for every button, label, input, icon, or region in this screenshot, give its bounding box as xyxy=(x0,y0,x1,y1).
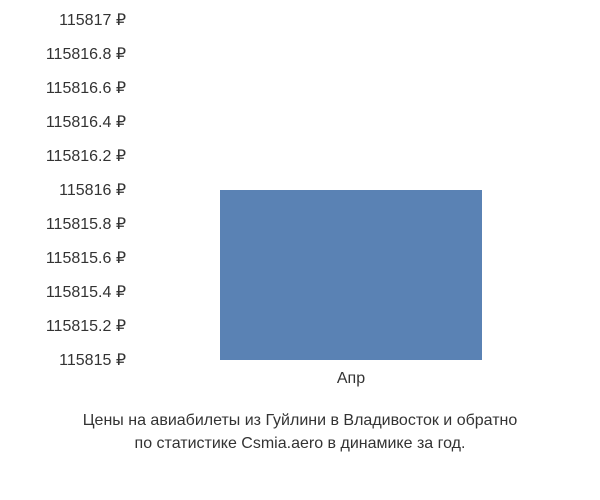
y-tick-label: 115815.2 ₽ xyxy=(46,316,126,336)
caption-line-1: Цены на авиабилеты из Гуйлини в Владивос… xyxy=(0,410,600,432)
y-tick-label: 115817 ₽ xyxy=(59,10,126,30)
chart-caption: Цены на авиабилеты из Гуйлини в Владивос… xyxy=(0,410,600,455)
y-tick-label: 115816.2 ₽ xyxy=(46,146,126,166)
y-tick-label: 115815.6 ₽ xyxy=(46,248,126,268)
caption-line-2: по статистике Csmia.aero в динамике за г… xyxy=(0,433,600,455)
y-tick-label: 115816.4 ₽ xyxy=(46,112,126,132)
y-tick-label: 115816.6 ₽ xyxy=(46,78,126,98)
bar xyxy=(220,190,482,360)
x-tick-label: Апр xyxy=(220,370,482,388)
y-tick-label: 115816 ₽ xyxy=(59,180,126,200)
y-tick-label: 115815.8 ₽ xyxy=(46,214,126,234)
plot-area xyxy=(135,20,590,360)
y-tick-label: 115815.4 ₽ xyxy=(46,282,126,302)
chart-container: 115817 ₽ 115816.8 ₽ 115816.6 ₽ 115816.4 … xyxy=(0,0,600,500)
y-tick-label: 115815 ₽ xyxy=(59,350,126,370)
y-tick-label: 115816.8 ₽ xyxy=(46,44,126,64)
